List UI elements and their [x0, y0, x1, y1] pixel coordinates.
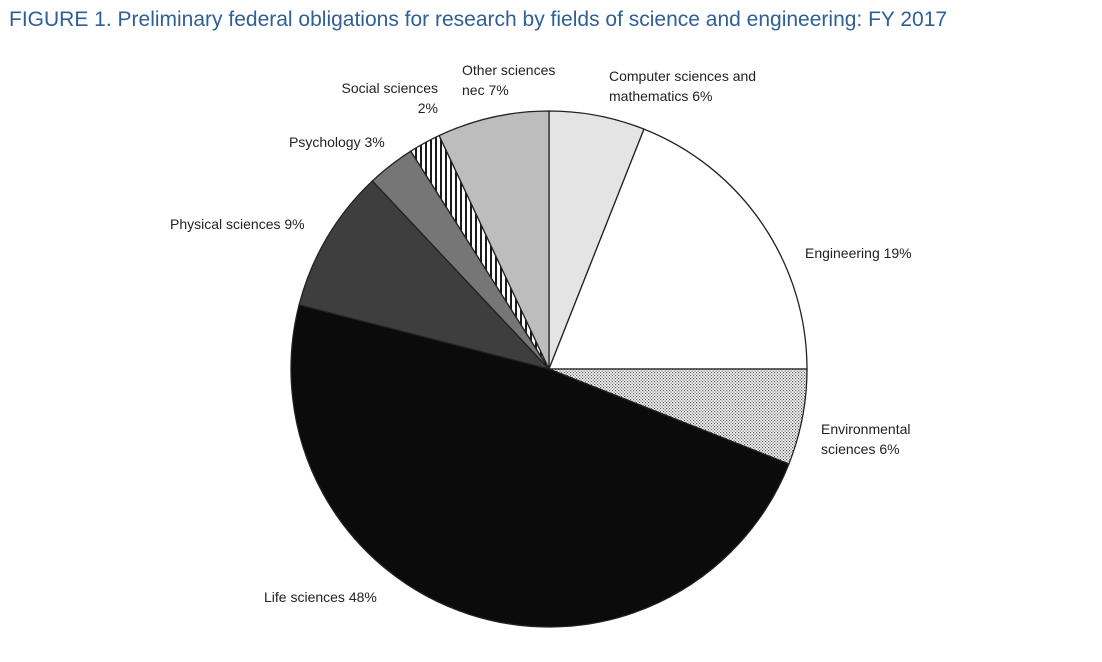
slice-label-line: Life sciences 48%	[264, 589, 377, 605]
pie-slice-engineering	[548, 128, 808, 370]
slice-label-psychology: Psychology 3%	[289, 134, 385, 150]
slice-label-computer-sciences-and-mathematics: Computer sciences and mathematics 6%	[609, 68, 756, 104]
slice-label-line: Engineering 19%	[805, 245, 912, 261]
slice-label-line: Computer sciences and	[609, 68, 756, 84]
pie-slice-life-sciences	[290, 304, 790, 628]
slice-label-line: nec 7%	[462, 82, 509, 98]
slice-label-line: Social sciences	[342, 80, 439, 96]
pie-slice-other-sciences-nec	[438, 110, 550, 370]
chart-title: FIGURE 1. Preliminary federal obligation…	[9, 8, 948, 31]
pie-labels: Computer sciences and mathematics 6% Engin…	[170, 62, 912, 605]
pie-slices	[290, 110, 808, 628]
pie-slice-physical-sciences	[298, 180, 552, 371]
slice-label-line: Physical sciences 9%	[170, 216, 305, 232]
slice-label-environmental-sciences: Environmental sciences 6%	[821, 421, 911, 457]
slice-label-line: Psychology 3%	[289, 134, 385, 150]
slice-label-line: 2%	[418, 100, 438, 116]
slice-label-other-sciences-nec: Other sciences nec 7%	[462, 62, 555, 98]
slice-label-line: mathematics 6%	[609, 88, 712, 104]
slice-label-physical-sciences: Physical sciences 9%	[170, 216, 305, 232]
slice-label-line: Environmental	[821, 421, 911, 437]
slice-label-line: sciences 6%	[821, 441, 900, 457]
slice-label-line: Other sciences	[462, 62, 555, 78]
slice-label-engineering: Engineering 19%	[805, 245, 912, 261]
slice-label-social-sciences: Social sciences 2%	[342, 80, 439, 116]
slice-label-life-sciences: Life sciences 48%	[264, 589, 377, 605]
